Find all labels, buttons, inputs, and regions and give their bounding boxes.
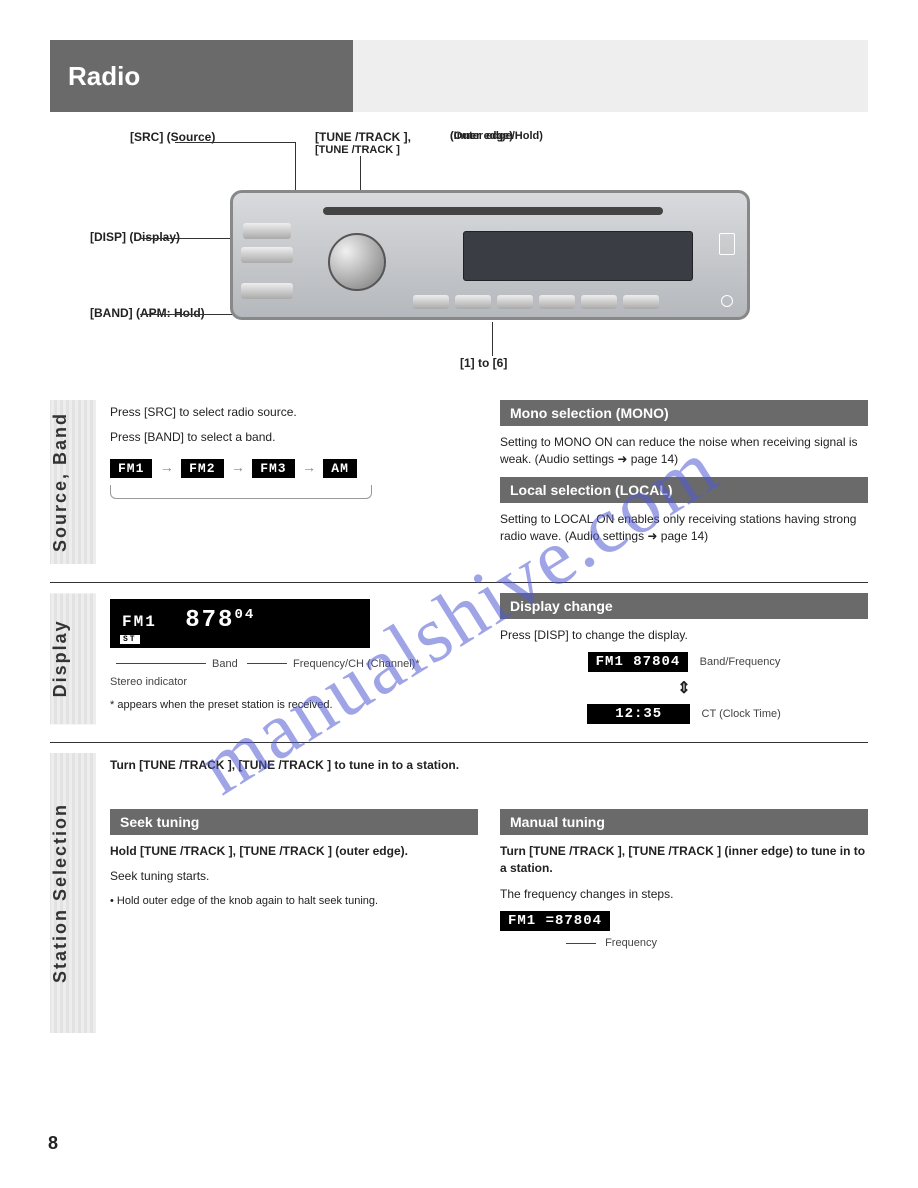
manual-under: Frequency [605, 937, 657, 949]
manual-chip: FM1 =87804 [500, 911, 610, 931]
lcd-freq: 878 [185, 607, 234, 634]
arrow-right-icon: → [231, 459, 245, 475]
preset-5-icon [581, 295, 617, 309]
callout-inner-note: (Inner edge) [450, 130, 513, 142]
device-diagram: [SRC] (Source) [TUNE /TRACK ], [TUNE /TR… [50, 130, 868, 390]
band-button-icon [241, 283, 293, 299]
col-right-display: Display change Press [DISP] to change th… [500, 593, 868, 724]
arrow-right-icon: → [302, 459, 316, 475]
callout-presets: [1] to [6] [460, 356, 507, 370]
disp-button-icon [241, 247, 293, 263]
manual-heading: Manual tuning [500, 809, 868, 835]
src-button-icon [243, 223, 291, 239]
section-source-band: Source, Band Press [SRC] to select radio… [50, 390, 868, 583]
col-manual: Manual tuning Turn [TUNE /TRACK ], [TUNE… [500, 809, 868, 949]
seek-body: Hold [TUNE /TRACK ], [TUNE /TRACK ] (out… [110, 844, 408, 858]
band-instruction: Press [BAND] to select a band. [110, 430, 275, 444]
preset-6-icon [623, 295, 659, 309]
seek-bullet: Hold outer edge of the knob again to hal… [117, 895, 378, 907]
device-frame [230, 190, 750, 320]
col-left-source: Press [SRC] to select radio source. Pres… [110, 400, 478, 564]
band-chip-fm3: FM3 [252, 459, 294, 478]
aux-jack-icon [721, 295, 733, 307]
band-chip-fm2: FM2 [181, 459, 223, 478]
mono-heading: Mono selection (MONO) [500, 400, 868, 426]
seek-heading: Seek tuning [110, 809, 478, 835]
arrow-right-icon: → [160, 459, 174, 475]
lcd-sample: FM1 87804 ST [110, 599, 370, 648]
manual-note: The frequency changes in steps. [500, 886, 868, 903]
sidebar-tuning: Station Selection [50, 753, 96, 1033]
header-spacer [353, 40, 868, 112]
band-chip-am: AM [323, 459, 357, 478]
updown-arrow-icon: ⇕ [500, 678, 868, 698]
col-seek: Seek tuning Hold [TUNE /TRACK ], [TUNE /… [110, 809, 478, 949]
mono-body: Setting to MONO ON can reduce the noise … [500, 434, 868, 469]
col-right-source: Mono selection (MONO) Setting to MONO ON… [500, 400, 868, 564]
sidebar-source-band: Source, Band [50, 400, 96, 564]
display-chip-top: FM1 87804 [588, 652, 689, 672]
display-chip-bottom: 12:35 [587, 704, 690, 724]
tune-knob [328, 233, 386, 291]
sidebar-display: Display [50, 593, 96, 724]
preset-4-icon [539, 295, 575, 309]
callout-disp: [DISP] (Display) [90, 230, 180, 244]
local-body: Setting to LOCAL ON enables only receivi… [500, 511, 868, 546]
callout-tune-inner: [TUNE /TRACK ] [315, 144, 400, 156]
callout-tune-outer: [TUNE /TRACK ], [315, 130, 411, 144]
cd-slot-icon [323, 207, 663, 215]
tuning-intro: Turn [TUNE /TRACK ], [TUNE /TRACK ] to t… [110, 758, 459, 772]
col-left-display: FM1 87804 ST Band Frequency/CH (Channel)… [110, 593, 478, 724]
display-change-heading: Display change [500, 593, 868, 619]
display-change-body: Press [DISP] to change the display. [500, 627, 868, 644]
preset-3-icon [497, 295, 533, 309]
seek-note: Seek tuning starts. [110, 868, 478, 885]
lcd-display-icon [463, 231, 693, 281]
stereo-note: Stereo indicator [110, 676, 478, 688]
lcd-band: FM1 [122, 613, 157, 631]
band-note: Band [212, 658, 238, 670]
main-content: Source, Band Press [SRC] to select radio… [50, 390, 868, 1051]
manual-body: Turn [TUNE /TRACK ], [TUNE /TRACK ] (inn… [500, 844, 865, 875]
usb-port-icon [719, 233, 735, 255]
section-display: Display FM1 87804 ST Band Frequency/CH (… [50, 583, 868, 743]
page-header: Radio [50, 40, 868, 112]
preset-1-icon [413, 295, 449, 309]
freq-note: Frequency/CH (Channel)* [293, 658, 420, 670]
src-instruction: Press [SRC] to select radio source. [110, 405, 297, 419]
lcd-freq-tail: 04 [234, 607, 255, 623]
callout-band: [BAND] (APM: Hold) [90, 306, 205, 320]
band-chip-fm1: FM1 [110, 459, 152, 478]
section-tuning: Station Selection Turn [TUNE /TRACK ], [… [50, 743, 868, 1051]
local-heading: Local selection (LOCAL) [500, 477, 868, 503]
preset-2-icon [455, 295, 491, 309]
display-note-bottom: CT (Clock Time) [702, 708, 781, 720]
display-note-top: Band/Frequency [700, 656, 781, 668]
page-title: Radio [50, 40, 353, 112]
page-number: 8 [48, 1133, 58, 1154]
display-footnote: * appears when the preset station is rec… [110, 698, 478, 714]
